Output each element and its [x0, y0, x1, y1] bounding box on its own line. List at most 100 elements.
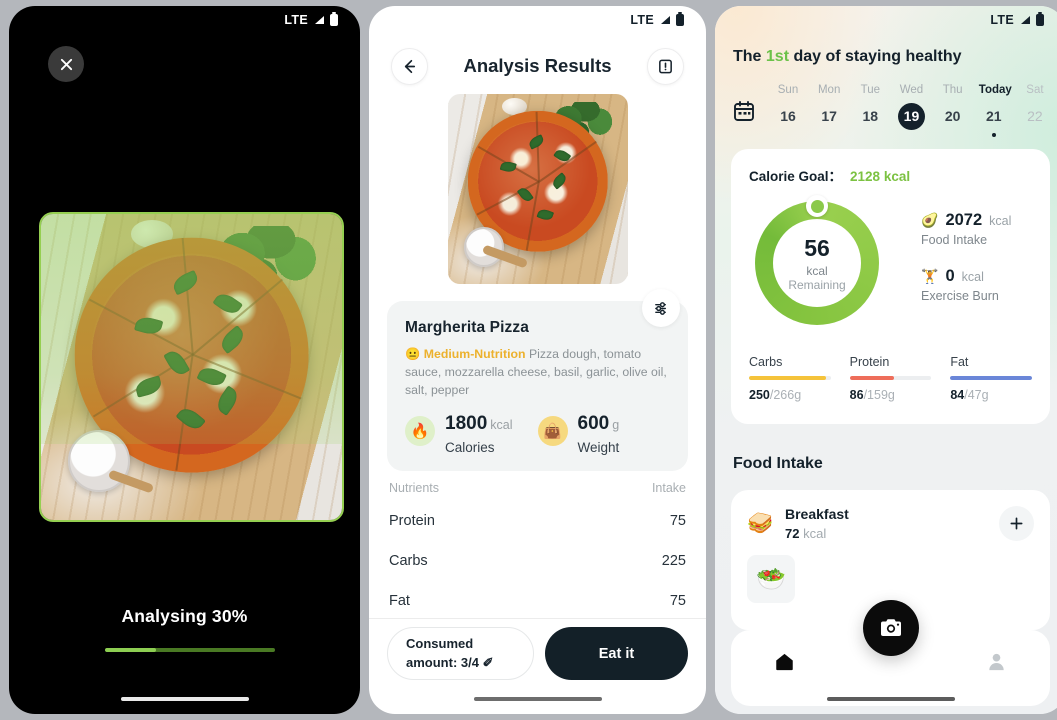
- macro-progress: [749, 376, 831, 380]
- meal-kcal: 72 kcal: [785, 526, 999, 541]
- camera-button[interactable]: [862, 600, 919, 656]
- network-label: LTE: [990, 13, 1014, 27]
- day-of-week: Thu: [942, 84, 963, 96]
- weight-icon: 👜: [537, 416, 568, 447]
- page-title: Analysis Results: [463, 55, 612, 76]
- day-of-week: Sat: [1026, 84, 1044, 96]
- nutrient-intake: 225: [661, 553, 686, 569]
- macro-name: Fat: [950, 355, 969, 369]
- sliders-icon[interactable]: [642, 289, 680, 327]
- calories-metric: 🔥 1800 kcal Calories: [405, 413, 538, 455]
- day-number: 21: [985, 108, 1002, 124]
- calories-unit: kcal: [490, 418, 513, 433]
- results-actions: Consumed amount: 3/4 ✐ Eat it: [387, 627, 688, 680]
- status-bar: LTE: [715, 6, 1057, 34]
- stat-unit: kcal: [961, 270, 984, 284]
- macro-value: 86/159g: [849, 387, 895, 402]
- day-21[interactable]: Today 21: [978, 84, 1012, 137]
- scan-frame: [39, 212, 344, 522]
- macro-fat: Fat 84/47g: [950, 355, 1033, 402]
- day-list: Sun 16 Mon 17 Tue 18 Wed 19 Thu 20 Today 21 Sat 22: [766, 84, 1050, 137]
- ingredients: Pizza dough, tomato sauce, mozzarella ch…: [405, 347, 667, 397]
- stat-label: Exercise Burn: [921, 289, 999, 303]
- signal-icon: [315, 16, 324, 24]
- tab-spacer: [837, 661, 943, 675]
- day-22[interactable]: Sat 22: [1020, 84, 1050, 137]
- table-row: Fat 75: [389, 593, 686, 609]
- meal-thumbnail[interactable]: 🥗: [747, 555, 795, 603]
- signal-icon: [661, 16, 670, 24]
- day-of-week: Mon: [817, 84, 841, 96]
- analysing-label: Analysing 30%: [121, 606, 248, 626]
- status-bar: LTE: [369, 6, 706, 34]
- add-food-button[interactable]: [999, 506, 1034, 541]
- food-metrics: 🔥 1800 kcal Calories 👜 600 g Weight: [405, 413, 670, 455]
- macro-value: 84/47g: [950, 387, 989, 402]
- battery-icon: [676, 11, 684, 26]
- person-icon: [989, 653, 1004, 670]
- macro-carbs: Carbs 250/266g: [749, 355, 831, 402]
- battery-icon: [1036, 11, 1044, 26]
- eat-it-button[interactable]: Eat it: [545, 627, 688, 680]
- ring-knob: [806, 195, 828, 217]
- food-name: Margherita Pizza: [405, 319, 529, 336]
- page-title: The 1st day of staying healthy: [733, 48, 962, 66]
- ring-caption: Remaining: [788, 277, 846, 292]
- headline-post: day of staying healthy: [789, 48, 962, 65]
- consumed-amount-button[interactable]: Consumed amount: 3/4 ✐: [387, 627, 534, 680]
- nutrient-name: Carbs: [389, 553, 428, 569]
- meal-kcal-value: 72: [785, 526, 800, 541]
- headline-highlight: 1st: [765, 48, 790, 65]
- table-row: Protein 75: [389, 513, 686, 529]
- day-of-week: Sun: [777, 84, 799, 96]
- day-number: 20: [944, 108, 961, 124]
- macro-progress: [950, 376, 1033, 380]
- macro-name: Protein: [849, 355, 890, 369]
- food-intake-title: Food Intake: [733, 455, 823, 472]
- status-bar: LTE: [9, 6, 360, 34]
- tab-profile[interactable]: [944, 650, 1050, 687]
- weight-value: 600: [577, 413, 610, 435]
- day-18[interactable]: Tue 18: [855, 84, 885, 137]
- macro-protein: Protein 86/159g: [849, 355, 932, 402]
- tab-home[interactable]: [731, 650, 837, 687]
- macro-name: Carbs: [749, 355, 783, 369]
- flame-icon: 🔥: [405, 416, 435, 447]
- day-20[interactable]: Thu 20: [938, 84, 968, 137]
- phone-analysis-results: LTE Analysis Results: [369, 6, 706, 714]
- headline-pre: The: [733, 48, 766, 65]
- col-nutrients: Nutrients: [389, 481, 440, 495]
- sandwich-icon: 🥪: [747, 511, 774, 535]
- calorie-goal-card: Calorie Goal： 2128 kcal 56 kcal Remaining…: [731, 149, 1050, 424]
- consumed-line1: Consumed: [406, 635, 474, 651]
- meal-name: Breakfast: [785, 506, 849, 522]
- day-of-week: Wed: [899, 84, 924, 96]
- back-button[interactable]: [391, 47, 428, 85]
- calories-value: 1800: [445, 413, 488, 435]
- food-description: 😐 Medium-Nutrition Pizza dough, tomato s…: [405, 346, 670, 399]
- analysing-progress-bar: [105, 647, 275, 652]
- weight-unit: g: [612, 418, 620, 433]
- day-number: 16: [780, 108, 796, 124]
- camera-preview-pizza-photo: [41, 214, 342, 520]
- day-16[interactable]: Sun 16: [773, 84, 803, 137]
- day-17[interactable]: Mon 17: [814, 84, 844, 137]
- camera-icon: [880, 619, 901, 636]
- close-icon[interactable]: [48, 46, 84, 82]
- day-19[interactable]: Wed 19: [896, 84, 926, 137]
- calendar-icon[interactable]: [733, 100, 755, 122]
- food-summary-card: Margherita Pizza 😐 Medium-Nutrition Pizz…: [387, 289, 688, 472]
- consumed-line2: amount: 3/4 ✐: [406, 654, 494, 670]
- day-of-week: Today: [978, 84, 1012, 96]
- weight-label: Weight: [577, 440, 620, 456]
- ring-unit: kcal: [806, 263, 828, 278]
- avocado-icon: 🥑: [921, 212, 939, 228]
- day-number: 18: [862, 108, 879, 124]
- nutrient-name: Fat: [389, 593, 410, 609]
- calorie-goal-label: Calorie Goal：: [749, 169, 843, 184]
- stat-food-intake: 🥑 2072 kcal Food Intake: [921, 211, 1032, 247]
- divider: [369, 618, 706, 619]
- calorie-stats: 🥑 2072 kcal Food Intake 🏋 0 kcal Exercis…: [921, 211, 1032, 323]
- report-icon[interactable]: [647, 47, 684, 85]
- macro-progress: [849, 376, 932, 380]
